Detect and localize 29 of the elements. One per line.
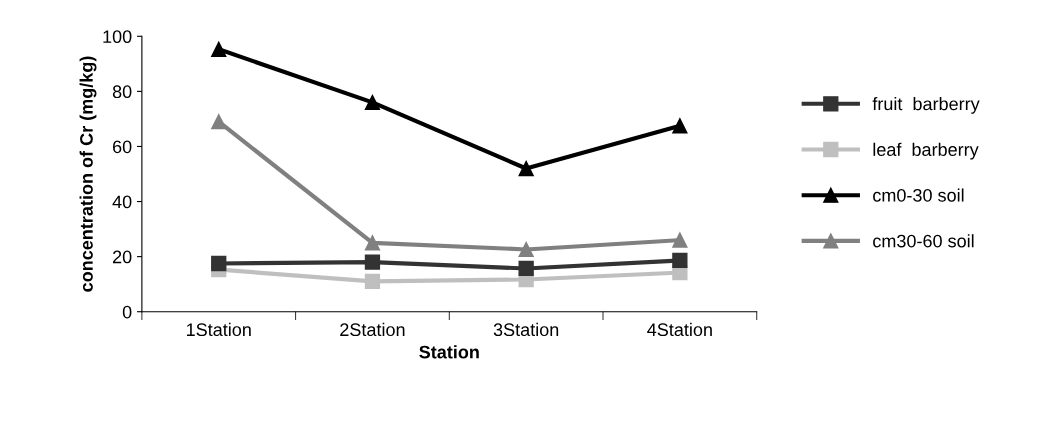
point <box>364 273 381 290</box>
x-tick-label: 3Station <box>493 322 559 337</box>
point <box>672 232 688 248</box>
point <box>364 94 381 111</box>
y-tick-label: 60 <box>113 140 132 154</box>
x-tick-label: 1Station <box>186 322 251 337</box>
point <box>518 260 534 277</box>
point <box>518 241 534 258</box>
x-tick-label: 2Station <box>340 322 405 337</box>
legend-label: cm30-60 soil <box>873 234 974 248</box>
y-tick-label: 0 <box>122 305 132 319</box>
x-tick-label: 4Station <box>647 322 712 337</box>
point <box>672 252 688 269</box>
y-tick-label: 20 <box>112 250 132 264</box>
x-axis-title: Station <box>419 345 479 359</box>
y-axis-title: concentration of Cr (mg/kg) <box>79 56 97 292</box>
point <box>364 254 381 270</box>
legend-label: leaf barberry <box>873 142 979 160</box>
point <box>364 235 381 251</box>
point <box>211 41 227 57</box>
point <box>211 114 227 130</box>
point <box>672 118 688 134</box>
y-tick-label: 80 <box>112 85 132 99</box>
point <box>518 160 534 177</box>
point <box>211 255 227 272</box>
y-tick-label: 40 <box>112 195 132 209</box>
legend-label: fruit barberry <box>872 97 980 114</box>
y-tick-label: 100 <box>103 30 132 44</box>
legend-label: cm0-30 soil <box>873 188 964 202</box>
